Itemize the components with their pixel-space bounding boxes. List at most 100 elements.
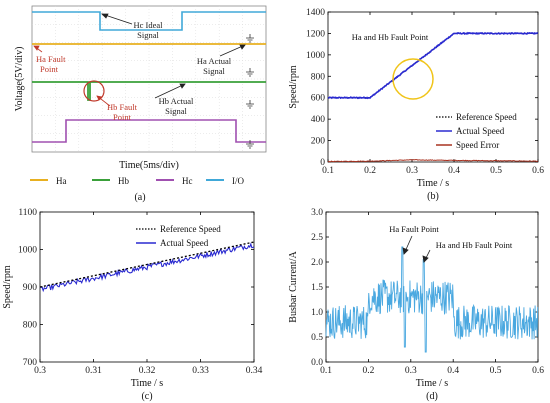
d-xlabel: Time / s: [416, 378, 449, 389]
b-fault-circle: [392, 58, 434, 100]
hb-actual-label-1: Hb Actual: [159, 96, 194, 106]
b-ticks: 0.1 0.2 0.3 0.4 0.5 0.6 0 200 400 600 800 1000 1200 1…: [306, 8, 544, 176]
d-arrows: [402, 235, 431, 263]
x-tick-label: 0.1: [322, 166, 334, 176]
legend-ha: Ha: [56, 176, 67, 186]
a-ylabel: Voltage(5V/div): [14, 47, 25, 112]
legend-hc: Hc: [182, 176, 193, 186]
y-tick-label: 0: [320, 158, 325, 168]
y-tick-label: 800: [311, 72, 326, 82]
y-tick-label: 1.5: [311, 283, 323, 293]
y-tick-label: 200: [311, 137, 326, 147]
panel-a: Hc Ideal Signal Ha Fault Point Ha Actual…: [14, 5, 267, 203]
x-tick-label: 0.33: [192, 366, 209, 376]
c-legend-act: Actual Speed: [160, 238, 209, 248]
c-caption: (c): [141, 391, 152, 402]
y-tick-label: 1000: [18, 246, 37, 256]
c-plot-frame: [39, 211, 255, 363]
d-series-current: [325, 246, 539, 353]
x-tick-label: 0.3: [34, 366, 46, 376]
y-tick-label: 700: [23, 358, 38, 368]
x-tick-label: 0.32: [139, 366, 156, 376]
x-tick-label: 0.34: [246, 366, 263, 376]
c-series: [39, 241, 255, 293]
b-legend-ref: Reference Speed: [456, 112, 517, 122]
b-series-reference: [328, 32, 538, 99]
b-legend-act: Actual Speed: [456, 126, 505, 136]
x-tick-label: 0.1: [320, 366, 332, 376]
b-ylabel: Speed/rpm: [288, 65, 299, 109]
hc-ideal-label-1: Hc Ideal: [133, 20, 163, 30]
y-tick-label: 1.0: [311, 308, 323, 318]
y-tick-label: 2.0: [311, 258, 323, 268]
hc-trace: [32, 119, 266, 143]
hb-fault-label-1: Hb Fault: [107, 102, 138, 112]
hc-ideal-label-2: Signal: [137, 30, 159, 40]
legend-hb: Hb: [118, 176, 129, 186]
c-series-reference: [39, 241, 255, 288]
x-tick-label: 0.6: [532, 166, 544, 176]
c-xlabel: Time / s: [131, 378, 164, 389]
c-legend: Reference Speed Actual Speed: [136, 224, 221, 248]
y-tick-label: 600: [311, 94, 326, 104]
scope-arrows: [101, 13, 246, 99]
x-tick-label: 0.3: [406, 166, 418, 176]
b-xlabel: Time / s: [417, 178, 450, 189]
ha-fault-label-2: Point: [40, 64, 59, 74]
scope-grid: [32, 6, 266, 152]
c-ylabel: Speed/rpm: [2, 265, 13, 309]
hb-fault-label-2: Point: [113, 112, 132, 122]
b-series-error: [327, 159, 539, 163]
y-tick-label: 900: [23, 283, 38, 293]
x-tick-label: 0.4: [448, 166, 460, 176]
d-ylabel: Busbar Current/A: [288, 251, 299, 323]
b-caption: (b): [427, 191, 439, 202]
d-caption: (d): [426, 391, 438, 402]
x-tick-label: 0.3: [405, 366, 417, 376]
y-tick-label: 400: [311, 115, 326, 125]
y-tick-label: 0.5: [311, 333, 323, 343]
y-tick-label: 0.0: [311, 358, 323, 368]
hb-actual-label-2: Signal: [165, 106, 187, 116]
a-xlabel: Time(5ms/div): [119, 160, 179, 171]
d-annotation-1: Ha Fault Point: [389, 224, 439, 234]
x-tick-label: 0.4: [447, 366, 459, 376]
y-tick-label: 1000: [306, 51, 325, 61]
b-annotation: Ha and Hb Fault Point: [352, 32, 429, 42]
y-tick-label: 1400: [306, 8, 325, 18]
a-caption: (a): [134, 192, 145, 203]
c-series-actual: [39, 242, 255, 293]
c-legend-ref: Reference Speed: [160, 224, 221, 234]
fault-arrows: [33, 45, 111, 107]
d-annotation-2: Ha and Hb Fault Point: [436, 240, 513, 250]
b-legend: Reference Speed Actual Speed Speed Error: [436, 112, 517, 150]
a-legend: Ha Hb Hc I/O: [30, 176, 244, 186]
panel-c: 0.3 0.31 0.32 0.33 0.34 700 800 900 1000 1100 Ref…: [2, 208, 263, 402]
d-series: [325, 246, 539, 353]
panel-b: 0.1 0.2 0.3 0.4 0.5 0.6 0 200 400 600 800 1000 1200 1…: [288, 8, 544, 202]
b-legend-err: Speed Error: [456, 140, 499, 150]
hb-fault-circle: [83, 80, 105, 102]
y-tick-label: 800: [23, 321, 38, 331]
x-tick-label: 0.5: [490, 166, 502, 176]
c-ticks: 0.3 0.31 0.32 0.33 0.34 700 800 900 1000 1100: [18, 208, 263, 376]
ground-markers: [246, 34, 254, 149]
y-tick-label: 1100: [18, 208, 37, 218]
x-tick-label: 0.31: [85, 366, 102, 376]
ha-actual-label-1: Ha Actual: [197, 56, 232, 66]
legend-io: I/O: [232, 176, 244, 186]
x-tick-label: 0.6: [532, 366, 544, 376]
x-tick-label: 0.2: [362, 366, 374, 376]
y-tick-label: 2.5: [311, 233, 323, 243]
b-series-actual: [327, 31, 539, 100]
ha-fault-label-1: Ha Fault: [36, 54, 66, 64]
panel-d: 0.1 0.2 0.3 0.4 0.5 0.60.00.51.01.52.02.53.0 …: [288, 208, 544, 402]
b-plot-frame: [327, 11, 539, 163]
x-tick-label: 0.5: [490, 366, 502, 376]
ha-actual-label-2: Signal: [203, 66, 225, 76]
x-tick-label: 0.2: [364, 166, 376, 176]
y-tick-label: 1200: [306, 29, 325, 39]
d-ticks: 0.1 0.2 0.3 0.4 0.5 0.6 0.0 0.5 1.0 1.5 2.0 2.5 3.0: [311, 208, 544, 376]
b-series: [327, 31, 539, 163]
